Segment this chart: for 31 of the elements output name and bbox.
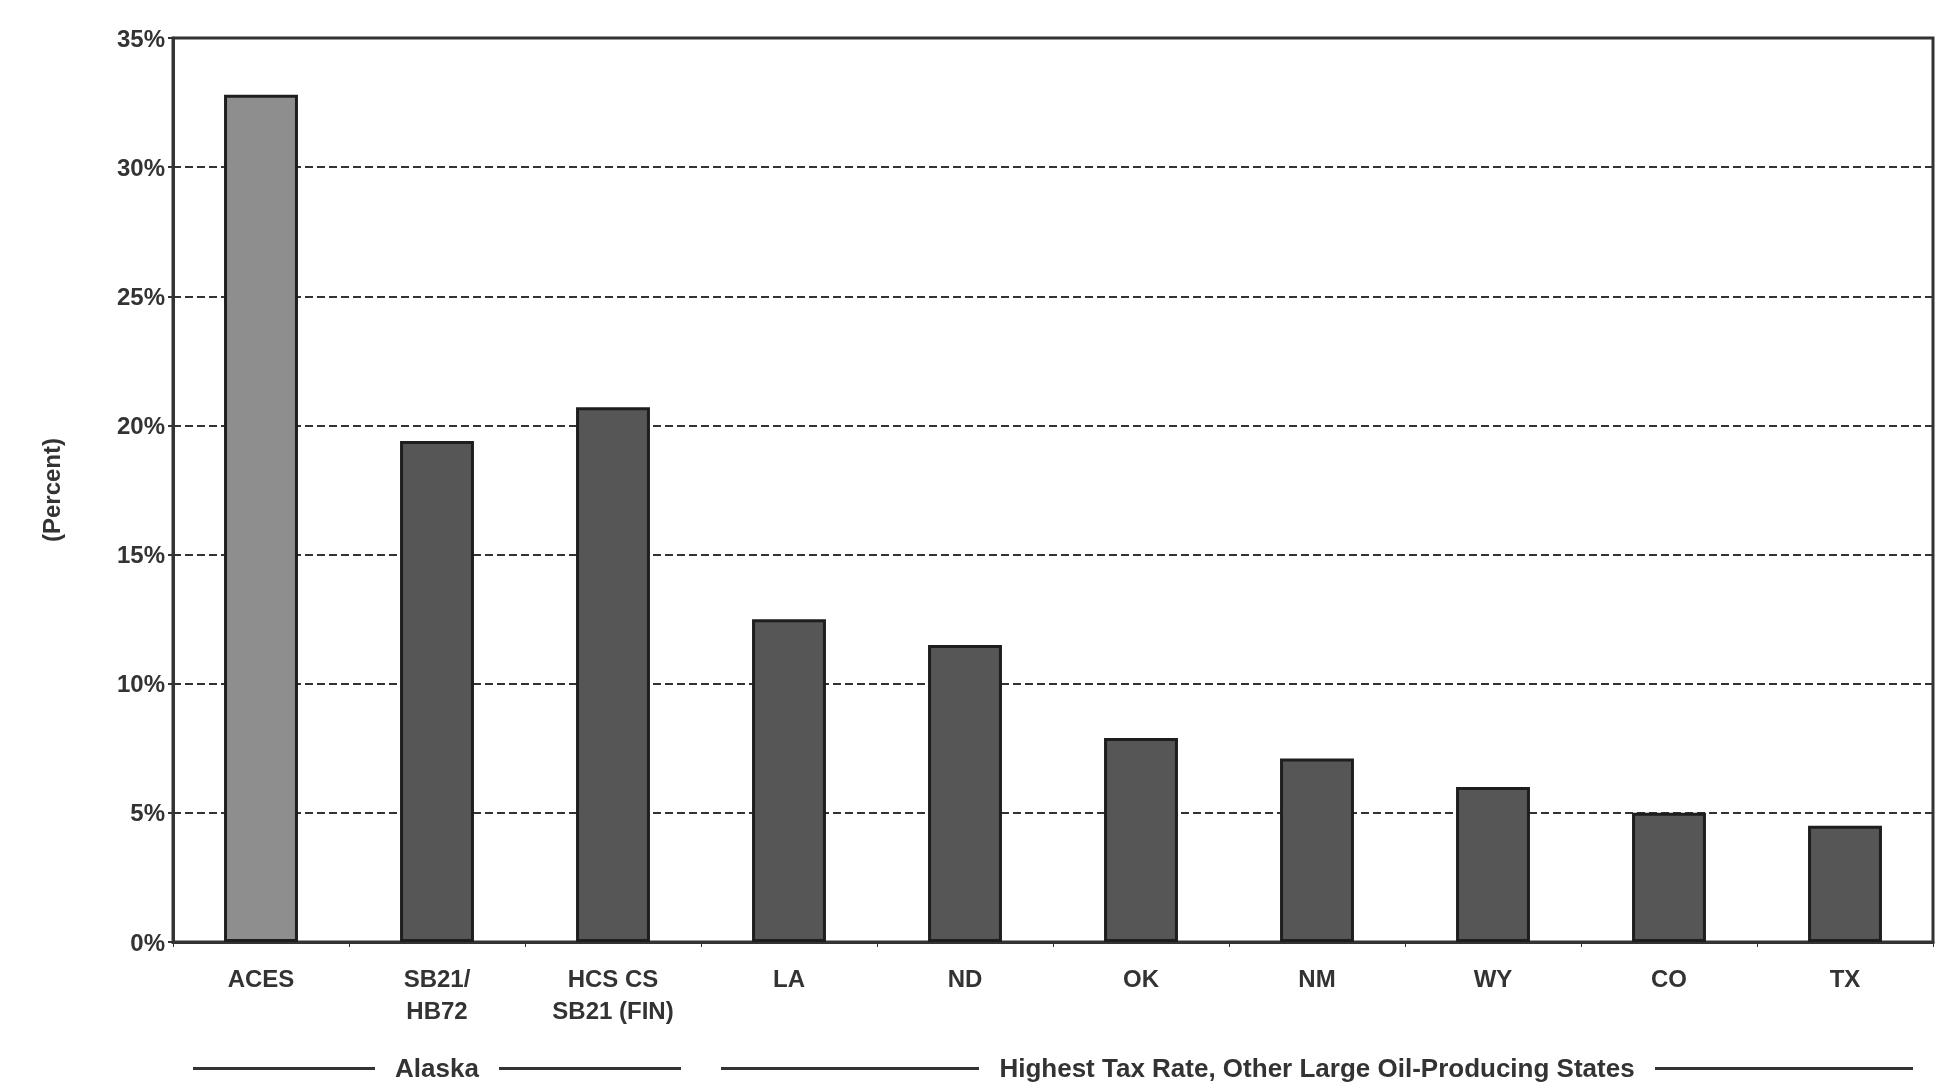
x-tick-label: NM	[1298, 964, 1336, 992]
x-tick-label: TX	[1829, 964, 1861, 992]
y-tick-label: 20%	[116, 411, 165, 439]
x-tick-label: OK	[1123, 964, 1160, 992]
x-tick-label: HCS CS SB21 (FIN)	[552, 964, 674, 1024]
bar	[1808, 825, 1882, 942]
y-tick-label: 10%	[116, 670, 165, 698]
x-tick-label: ACES	[227, 964, 295, 992]
bar	[1280, 758, 1354, 942]
y-tick-label: 35%	[116, 24, 165, 52]
y-tick-label: 30%	[116, 153, 165, 181]
bar	[1632, 812, 1706, 942]
text: Highest Tax Rate, Other Large Oil-Producing States	[999, 1053, 1635, 1084]
y-tick-label: 15%	[116, 541, 165, 569]
bar	[1104, 737, 1178, 942]
y-tick-label: 0%	[130, 928, 165, 956]
x-tick-label: ND	[947, 964, 983, 992]
bar	[576, 407, 650, 942]
y-tick-label: 5%	[130, 799, 165, 827]
bar	[400, 440, 474, 942]
x-tick-label: CO	[1651, 964, 1687, 992]
x-tick-label: SB21/ HB72	[403, 964, 471, 1024]
x-tick-label: LA	[773, 964, 805, 992]
text: Alaska	[395, 1053, 479, 1084]
bar	[224, 94, 298, 942]
x-tick-label: WY	[1473, 964, 1513, 992]
bar	[1456, 787, 1530, 942]
y-axis-title: (Percent)	[37, 437, 65, 543]
bar	[928, 644, 1002, 942]
y-tick-label: 25%	[116, 282, 165, 310]
bar	[752, 619, 826, 942]
